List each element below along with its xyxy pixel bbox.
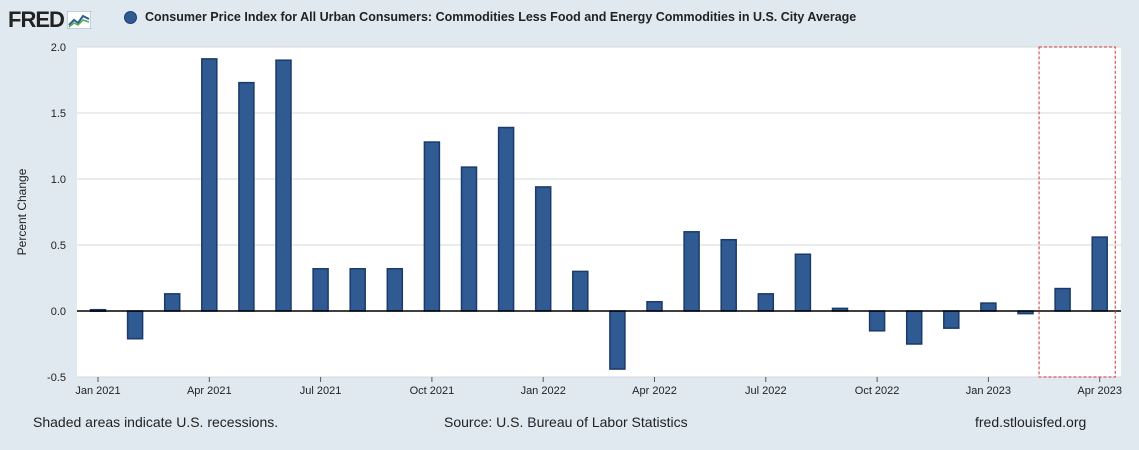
bar-apr-2023[interactable] <box>1091 236 1108 312</box>
series-title: Consumer Price Index for All Urban Consu… <box>145 10 857 24</box>
x-tick-label: Apr 2021 <box>187 385 232 397</box>
bar-oct-2021[interactable] <box>423 141 441 312</box>
bar-jan-2023[interactable] <box>980 302 997 312</box>
forecast-highlight-box <box>1038 46 1116 378</box>
bar-feb-2022[interactable] <box>572 270 589 312</box>
x-tick-label: Jul 2021 <box>300 385 342 397</box>
fred-logo[interactable]: FRED <box>8 6 91 34</box>
y-tick-label: -0.5 <box>47 372 66 384</box>
bar-mar-2023[interactable] <box>1054 287 1071 312</box>
bar-mar-2022[interactable] <box>609 310 626 370</box>
bar-nov-2022[interactable] <box>905 310 923 345</box>
bar-apr-2021[interactable] <box>201 58 218 312</box>
logo-text: FRED <box>8 7 65 32</box>
x-tick-label: Jan 2022 <box>521 385 566 397</box>
bar-dec-2021[interactable] <box>497 126 515 312</box>
y-tick-label: 0.0 <box>51 306 66 318</box>
source-note: Source: U.S. Bureau of Labor Statistics <box>444 414 688 430</box>
legend-marker-icon <box>124 10 137 24</box>
x-tick-label: Apr 2022 <box>632 385 677 397</box>
bar-sep-2021[interactable] <box>386 268 404 312</box>
recession-note: Shaded areas indicate U.S. recessions. <box>33 414 279 430</box>
bar-feb-2021[interactable] <box>126 310 144 340</box>
bars <box>89 58 1108 370</box>
series-legend: Consumer Price Index for All Urban Consu… <box>124 10 856 24</box>
chart-header: FRED Consumer Price Index for All Urban … <box>0 0 1139 40</box>
plot-area <box>77 47 1121 377</box>
bar-may-2022[interactable] <box>683 231 700 312</box>
y-tick-label: 2.0 <box>51 42 66 54</box>
x-tick-label: Jan 2021 <box>75 385 120 397</box>
x-tick-label: Jul 2022 <box>745 385 787 397</box>
x-tick-label: Apr 2023 <box>1077 385 1122 397</box>
bar-dec-2022[interactable] <box>943 310 960 329</box>
bar-jul-2021[interactable] <box>312 268 329 312</box>
x-axis-ticks: Jan 2021 Apr 2021 Jul 2021 Oct 2021 Jan 2022… <box>75 377 1122 397</box>
bar-aug-2021[interactable] <box>349 268 366 312</box>
bar-jan-2022[interactable] <box>534 186 552 312</box>
bar-jun-2022[interactable] <box>720 238 737 312</box>
y-tick-label: 0.5 <box>51 240 66 252</box>
bar-mar-2021[interactable] <box>163 293 181 312</box>
x-tick-label: Oct 2022 <box>855 385 900 397</box>
trend-line-icon <box>66 11 91 29</box>
y-axis-ticks: -0.5 0.0 0.5 1.0 1.5 2.0 <box>47 42 66 384</box>
y-axis-label: Percent Change <box>15 168 29 255</box>
bar-chart: -0.5 0.0 0.5 1.0 1.5 2.0 Jan 2021 Apr 2021 Jul … <box>15 42 1122 397</box>
site-link[interactable]: fred.stlouisfed.org <box>975 414 1087 430</box>
y-tick-label: 1.0 <box>51 174 66 186</box>
bar-oct-2022[interactable] <box>868 310 886 332</box>
x-tick-label: Oct 2021 <box>410 385 455 397</box>
bar-apr-2022[interactable] <box>646 301 663 312</box>
x-tick-label: Jan 2023 <box>966 385 1011 397</box>
bar-may-2021[interactable] <box>238 81 255 312</box>
y-tick-label: 1.5 <box>51 108 66 120</box>
bar-aug-2022[interactable] <box>794 253 812 312</box>
bar-jun-2021[interactable] <box>275 59 292 312</box>
bar-nov-2021[interactable] <box>460 166 478 312</box>
bar-jul-2022[interactable] <box>757 293 775 312</box>
